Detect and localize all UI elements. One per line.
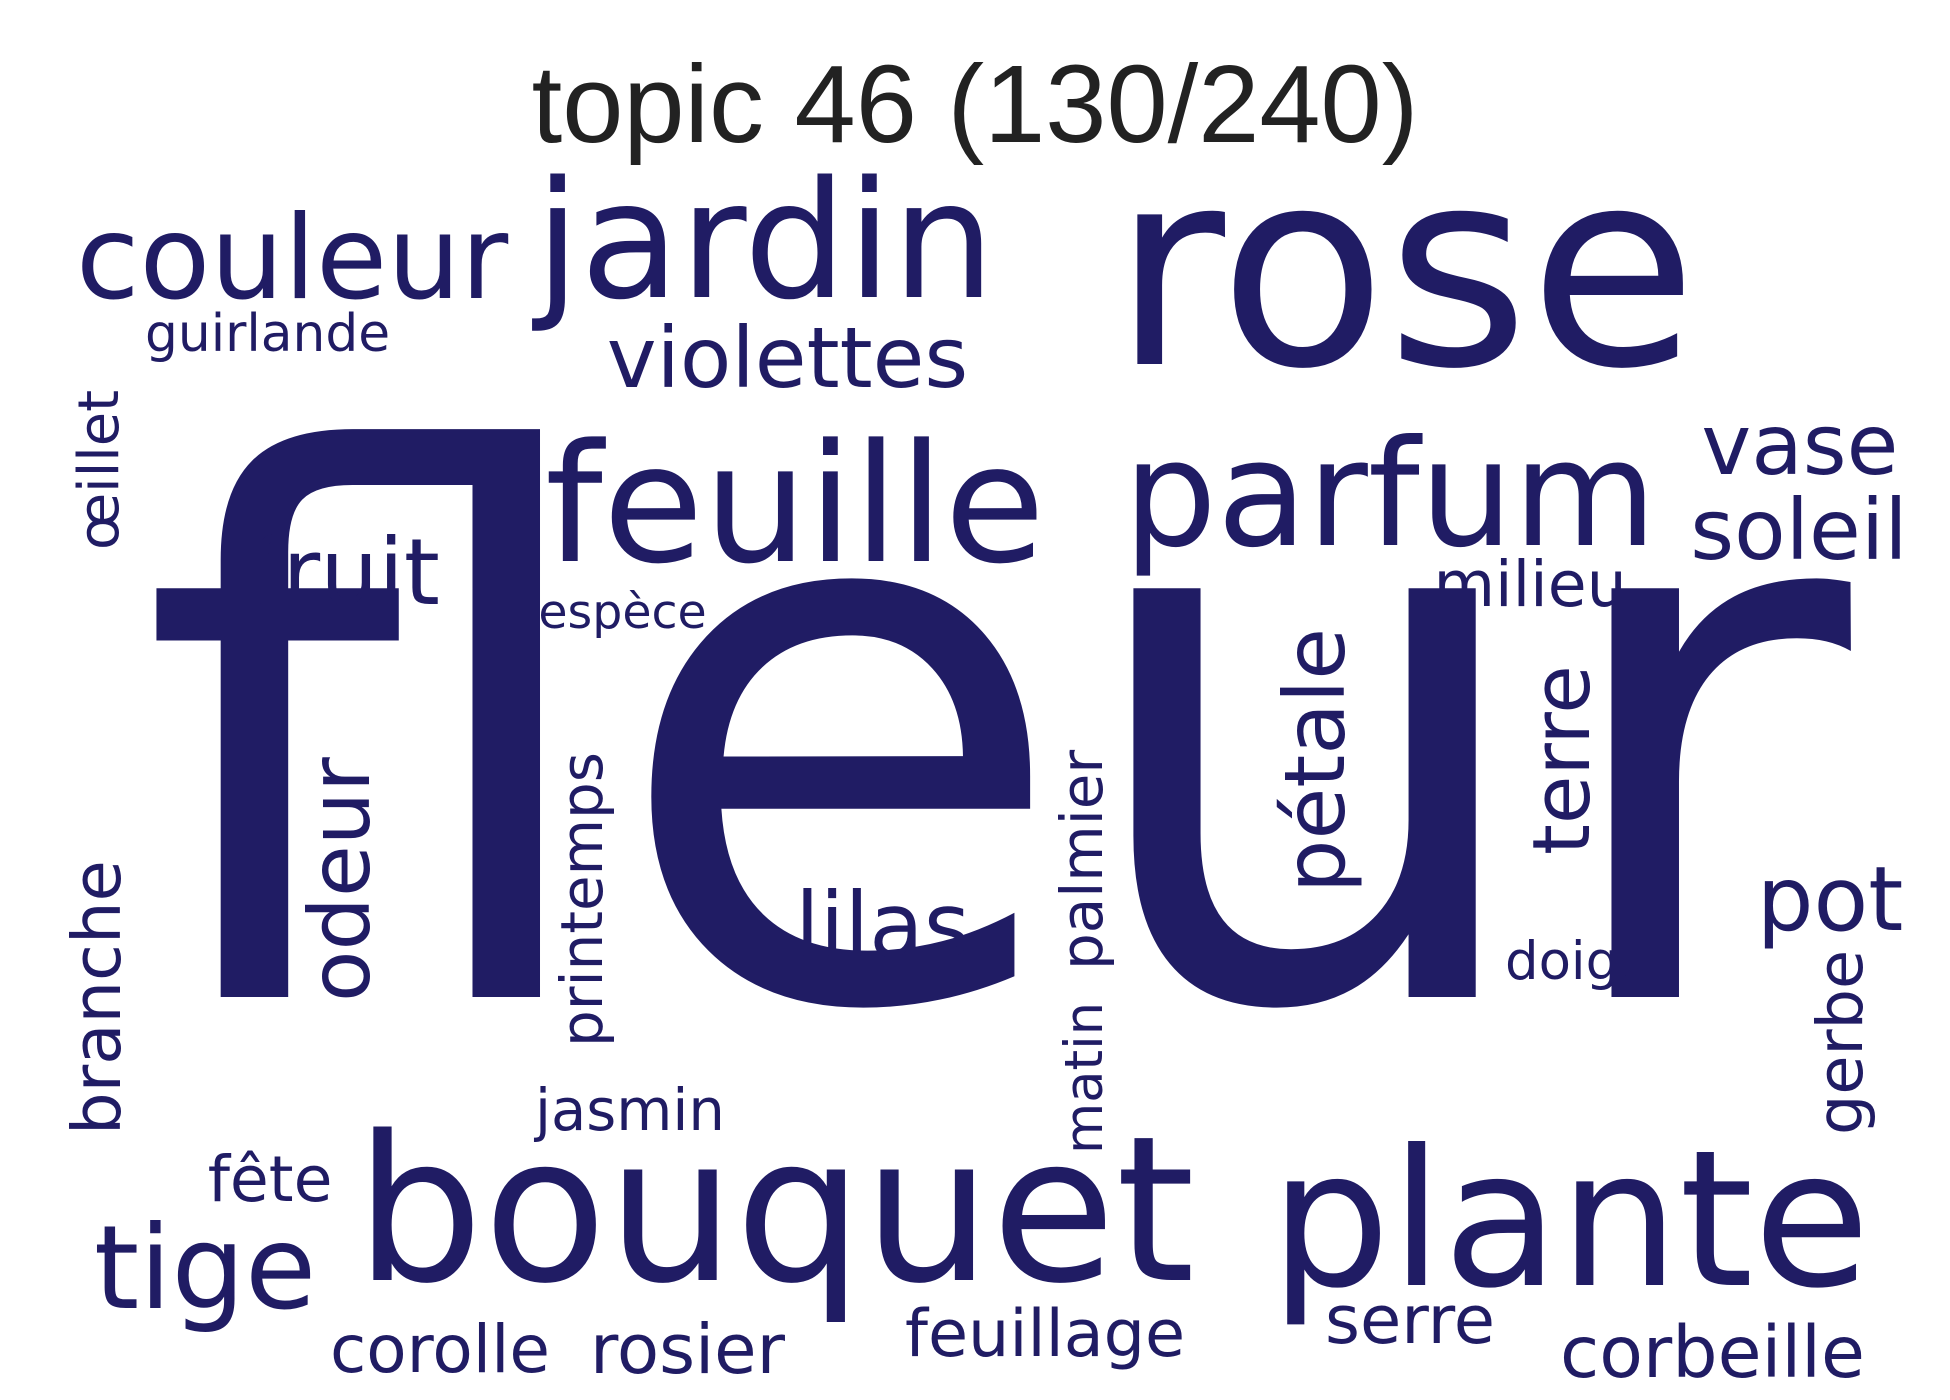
word-jasmin: jasmin: [535, 1076, 725, 1144]
word-violettes: violettes: [606, 308, 969, 407]
word-parfum: parfum: [1123, 408, 1657, 581]
word-fete: fête: [207, 1142, 333, 1217]
word-corbeille: corbeille: [1560, 1310, 1865, 1394]
word-feuille: feuille: [545, 409, 1046, 600]
word-doigt: doigt: [1505, 931, 1640, 992]
word-milieu: milieu: [1433, 547, 1627, 622]
word-jardin: jardin: [535, 147, 995, 337]
word-lilas: lilas: [795, 872, 971, 977]
word-serre: serre: [1325, 1280, 1496, 1359]
word-terre: terre: [1516, 665, 1608, 855]
word-printemps: printemps: [547, 752, 616, 1048]
word-branche: branche: [57, 860, 136, 1135]
word-petale: pétale: [1265, 627, 1364, 893]
word-tige: tige: [93, 1202, 317, 1337]
word-fleur: fleur: [139, 304, 1851, 1175]
word-gerbe: gerbe: [1802, 949, 1877, 1135]
word-vase: vase: [1701, 395, 1899, 494]
word-soleil: soleil: [1690, 480, 1908, 579]
word-feuillage: feuillage: [905, 1296, 1186, 1373]
word-rose: rose: [1112, 110, 1698, 430]
word-plante: plante: [1270, 1109, 1871, 1331]
word-bouquet: bouquet: [355, 1091, 1195, 1328]
figure-title: topic 46 (130/240): [531, 43, 1419, 166]
word-pot: pot: [1756, 847, 1904, 952]
word-fruit: fruit: [250, 519, 440, 626]
word-oeillet: œillet: [67, 389, 133, 550]
word-odeur: odeur: [290, 757, 389, 1003]
word-couleur: couleur: [75, 192, 509, 327]
word-guirlande: guirlande: [145, 304, 391, 365]
word-rosier: rosier: [590, 1309, 786, 1390]
word-corolle: corolle: [330, 1311, 551, 1388]
word-palmier: palmier: [1047, 749, 1116, 971]
word-espece: espèce: [538, 584, 707, 640]
